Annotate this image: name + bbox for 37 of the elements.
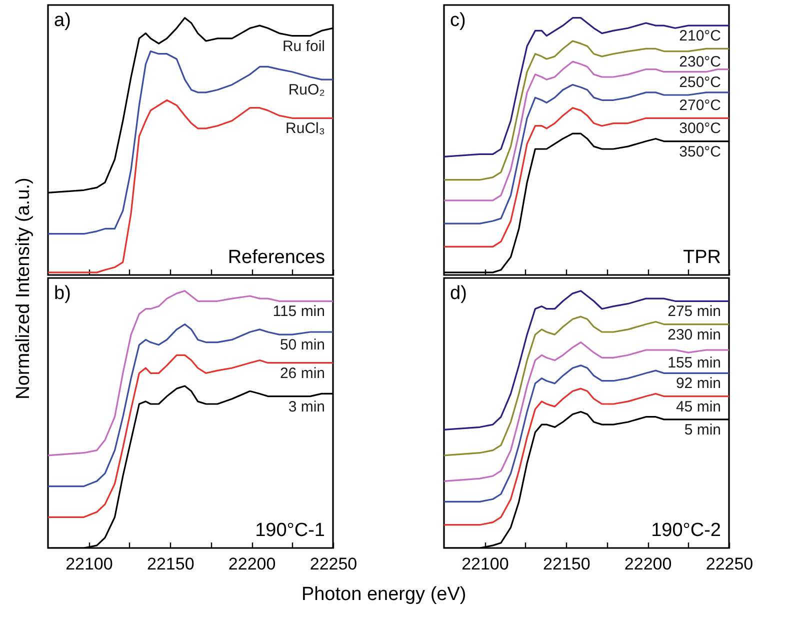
annotation: References — [228, 247, 325, 268]
series-label: 230 min — [668, 326, 721, 344]
series-label: 115 min — [272, 303, 325, 320]
series-label: 270°C — [679, 97, 722, 114]
x-axis-title: Photon energy (eV) — [301, 584, 466, 605]
annotation: 190°C-1 — [255, 520, 325, 541]
annotation: c) — [450, 10, 466, 31]
x-tick-label: 22100 — [462, 554, 509, 574]
series-label: RuCl₃ — [286, 120, 325, 138]
annotation: TPR — [683, 247, 721, 268]
x-tick-label: 22200 — [624, 554, 672, 574]
annotation: a) — [54, 10, 71, 31]
series-label: 92 min — [676, 375, 721, 392]
series-label: Ru foil — [282, 38, 325, 55]
x-tick-label: 22100 — [66, 554, 113, 574]
x-tick-label: 22150 — [543, 554, 590, 574]
series-label: 155 min — [668, 354, 721, 372]
series-label: 3 min — [288, 398, 325, 416]
x-tick-label: 22200 — [228, 554, 276, 574]
y-axis-title: Normalized Intensity (a.u.) — [13, 178, 34, 400]
x-tick-label: 22250 — [706, 554, 754, 574]
series-label: RuO₂ — [288, 82, 326, 99]
series-label: 45 min — [676, 398, 721, 416]
series-label: 50 min — [280, 336, 325, 354]
series-label: 230°C — [679, 53, 722, 70]
annotation: 190°C-2 — [651, 520, 721, 541]
annotation: b) — [54, 283, 71, 304]
series-label: 26 min — [280, 364, 325, 382]
series-label: 250°C — [679, 74, 722, 91]
x-tick-label: 22250 — [310, 554, 358, 574]
series-label: 5 min — [684, 421, 721, 438]
x-tick-label: 22150 — [147, 554, 194, 574]
series-label: 350°C — [679, 143, 722, 160]
series-label: 275 min — [668, 303, 721, 320]
series-label: 210°C — [679, 28, 722, 45]
annotation: d) — [450, 283, 467, 304]
series-label: 300°C — [679, 120, 722, 138]
